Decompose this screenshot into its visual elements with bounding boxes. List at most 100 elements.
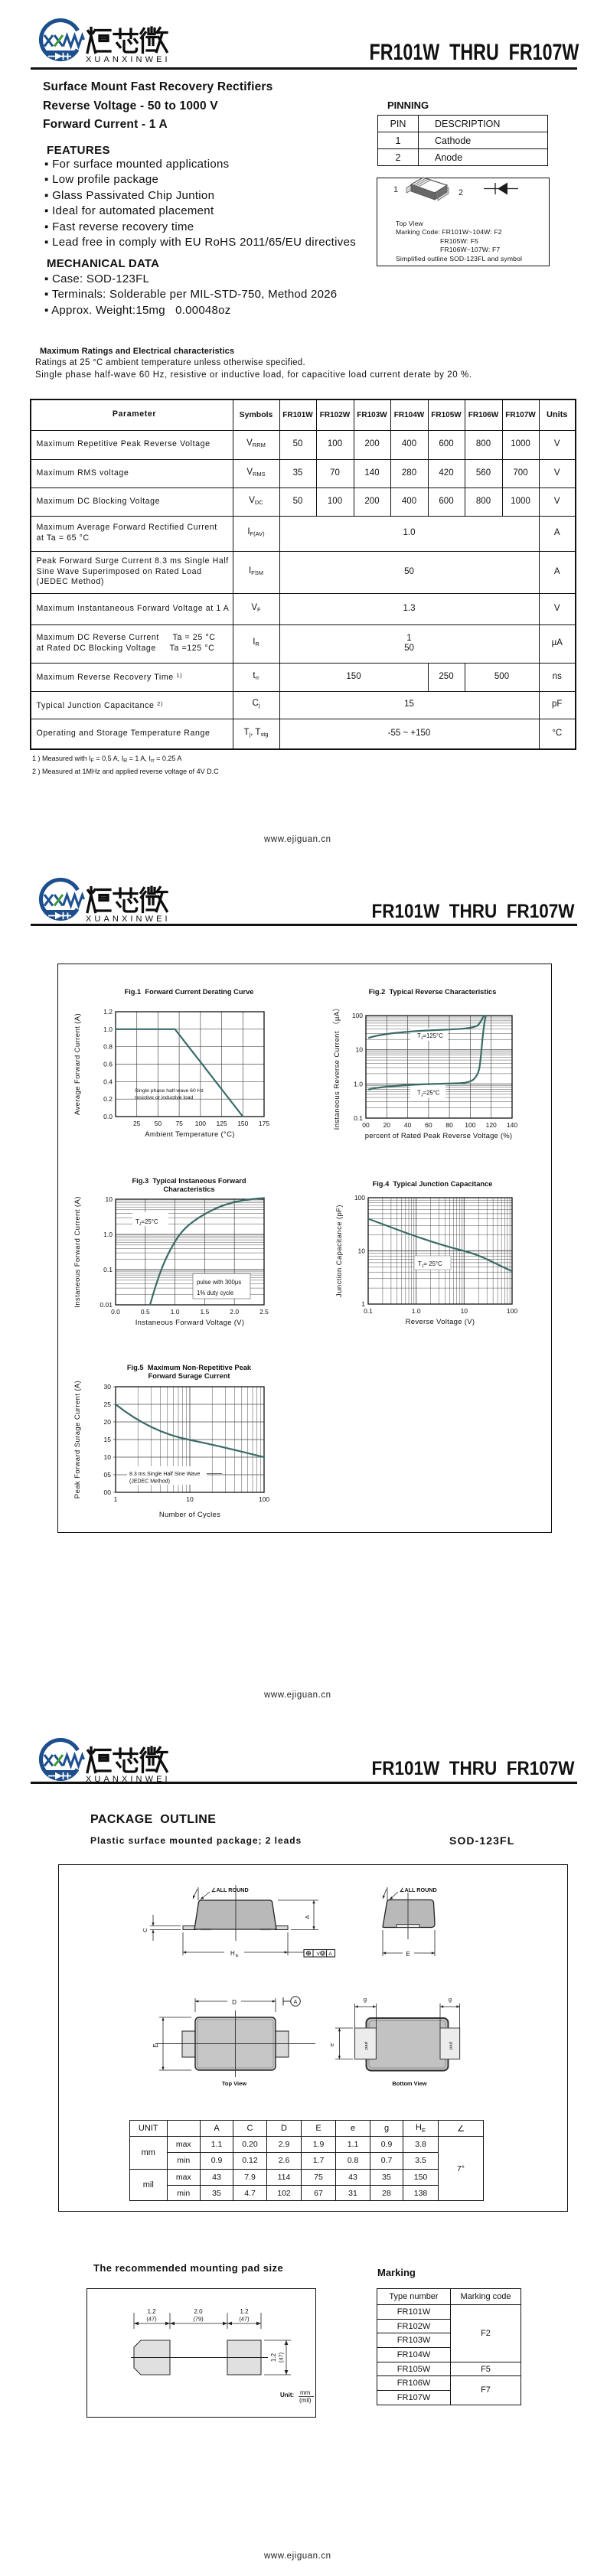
svg-text:0.1: 0.1 (354, 1114, 363, 1122)
svg-text:E: E (406, 1951, 410, 1958)
svg-text:1% duty cycle: 1% duty cycle (197, 1290, 233, 1296)
svg-text:Characteristics: Characteristics (163, 1185, 214, 1193)
svg-text:Fig.4 Typical Junction Capaci: Fig.4 Typical Junction Capacitance (373, 1180, 493, 1188)
svg-text:M: M (321, 1952, 324, 1957)
svg-text:40: 40 (404, 1121, 412, 1129)
svg-text:(mil): (mil) (299, 2397, 312, 2404)
svg-text:resistive or inductive load: resistive or inductive load (135, 1095, 194, 1101)
svg-text:0.5: 0.5 (141, 1308, 150, 1316)
svg-text:0.2: 0.2 (103, 1095, 113, 1103)
svg-text:0.1: 0.1 (364, 1307, 373, 1315)
svg-text:Ambient Temperature (°C): Ambient Temperature (°C) (145, 1130, 234, 1139)
svg-text:Top View: Top View (222, 2080, 246, 2087)
svg-text:0.01: 0.01 (100, 1301, 113, 1309)
svg-text:1.0: 1.0 (103, 1026, 113, 1033)
svg-text:1.0: 1.0 (412, 1307, 421, 1315)
svg-text:25: 25 (133, 1120, 141, 1127)
svg-text:1.2: 1.2 (147, 2308, 156, 2315)
svg-text:1: 1 (114, 1495, 118, 1503)
svg-text:10: 10 (461, 1307, 468, 1315)
svg-text:Junction Capacitance (pF): Junction Capacitance (pF) (335, 1205, 344, 1297)
svg-text:Peak Forward Surage Current (A: Peak Forward Surage Current (A) (73, 1381, 82, 1498)
svg-text:∠ALL ROUND: ∠ALL ROUND (211, 1886, 249, 1893)
svg-text:100: 100 (195, 1120, 206, 1127)
svg-text:Instaneous Forward Current (A): Instaneous Forward Current (A) (73, 1196, 82, 1308)
svg-text:0.0: 0.0 (103, 1113, 113, 1120)
svg-text:100: 100 (354, 1194, 365, 1202)
svg-text:00: 00 (104, 1489, 112, 1496)
svg-text:g: g (364, 1996, 367, 2003)
svg-text:XUANXINWEI: XUANXINWEI (86, 55, 171, 64)
svg-text:Fig.1 Forward Current Deratin: Fig.1 Forward Current Derating Curve (125, 988, 254, 996)
svg-text:A: A (328, 1952, 332, 1957)
svg-text:20: 20 (104, 1418, 112, 1426)
svg-text:pulse with 300μs: pulse with 300μs (197, 1279, 241, 1286)
svg-text:H: H (230, 1950, 235, 1957)
svg-text:0.4: 0.4 (103, 1078, 113, 1085)
svg-text:Single phase half-wave 60 Hz: Single phase half-wave 60 Hz (135, 1088, 204, 1094)
svg-text:1.0: 1.0 (171, 1308, 180, 1316)
svg-text:Reverse Voltage (V): Reverse Voltage (V) (406, 1318, 475, 1326)
svg-text:175: 175 (259, 1120, 269, 1127)
svg-text:100: 100 (352, 1012, 363, 1019)
svg-text:E: E (152, 2043, 159, 2047)
svg-text:TJ=25°C: TJ=25°C (417, 1090, 440, 1098)
svg-text:00: 00 (362, 1121, 370, 1129)
svg-text:10: 10 (104, 1453, 112, 1461)
svg-text:2.0: 2.0 (194, 2308, 203, 2315)
svg-text:10: 10 (106, 1195, 113, 1203)
svg-text:Fig.3 Typical Instaneous Forw: Fig.3 Typical Instaneous Forward (132, 1177, 246, 1185)
svg-text:2: 2 (459, 188, 463, 197)
svg-text:mm: mm (300, 2389, 311, 2396)
svg-text:0.0: 0.0 (111, 1308, 120, 1316)
svg-text:30: 30 (104, 1383, 112, 1391)
svg-text:(47): (47) (278, 2352, 285, 2362)
svg-text:A: A (304, 1915, 311, 1919)
svg-text:120: 120 (486, 1121, 497, 1129)
svg-text:Forward Surage Current: Forward Surage Current (148, 1372, 230, 1380)
svg-text:1: 1 (361, 1300, 365, 1308)
svg-text:∠ALL ROUND: ∠ALL ROUND (400, 1886, 437, 1893)
svg-text:TJ= 25°C: TJ= 25°C (418, 1260, 442, 1269)
svg-text:1.0: 1.0 (354, 1080, 363, 1087)
svg-text:25: 25 (104, 1400, 112, 1408)
svg-text:100: 100 (465, 1121, 475, 1129)
svg-text:1.5: 1.5 (200, 1308, 209, 1316)
svg-text:pad: pad (449, 2042, 454, 2049)
svg-text:75: 75 (175, 1120, 183, 1127)
svg-text:10: 10 (186, 1495, 194, 1503)
svg-text:80: 80 (445, 1121, 453, 1129)
svg-text:0.6: 0.6 (103, 1061, 113, 1068)
svg-text:e: e (328, 2043, 335, 2046)
svg-text:8.3 ms Single Half Sine Wave: 8.3 ms Single Half Sine Wave (129, 1472, 200, 1477)
svg-text:1.2: 1.2 (240, 2308, 249, 2315)
svg-text:150: 150 (237, 1120, 248, 1127)
svg-text:100: 100 (507, 1307, 517, 1315)
svg-text:05: 05 (104, 1471, 112, 1479)
svg-text:g: g (449, 1996, 452, 2003)
svg-text:C: C (142, 1928, 148, 1932)
svg-text:140: 140 (507, 1121, 517, 1129)
svg-text:1.2: 1.2 (103, 1008, 113, 1016)
svg-text:Instaneous Forward Voltage (V): Instaneous Forward Voltage (V) (135, 1319, 245, 1327)
svg-text:Unit:: Unit: (280, 2392, 294, 2398)
svg-text:Fig.2 Typical Reverse Charact: Fig.2 Typical Reverse Characteristics (369, 988, 497, 996)
svg-text:125: 125 (217, 1120, 227, 1127)
svg-text:TJ=25°C: TJ=25°C (135, 1218, 158, 1227)
svg-text:(47): (47) (239, 2316, 250, 2323)
svg-text:15: 15 (104, 1436, 112, 1443)
svg-text:Average Forward Current (A): Average Forward Current (A) (73, 1013, 82, 1115)
svg-text:0.1: 0.1 (103, 1266, 113, 1273)
svg-text:0.8: 0.8 (103, 1043, 113, 1051)
svg-text:A: A (294, 2000, 298, 2005)
svg-text:V: V (317, 1952, 321, 1957)
svg-text:Number of Cycles: Number of Cycles (159, 1511, 220, 1519)
svg-text:Instaneous Reverse Current （μA: Instaneous Reverse Current （μA） (332, 1004, 341, 1130)
svg-text:10: 10 (356, 1046, 364, 1054)
svg-text:percent of Rated Peak Reverse: percent of Rated Peak Reverse Voltage (%… (365, 1132, 513, 1140)
svg-text:TJ=125°C: TJ=125°C (417, 1032, 443, 1041)
svg-text:1.2: 1.2 (270, 2353, 277, 2362)
svg-text:Bottom View: Bottom View (392, 2080, 426, 2087)
svg-text:XUANXINWEI: XUANXINWEI (86, 915, 171, 924)
svg-text:20: 20 (383, 1121, 391, 1129)
